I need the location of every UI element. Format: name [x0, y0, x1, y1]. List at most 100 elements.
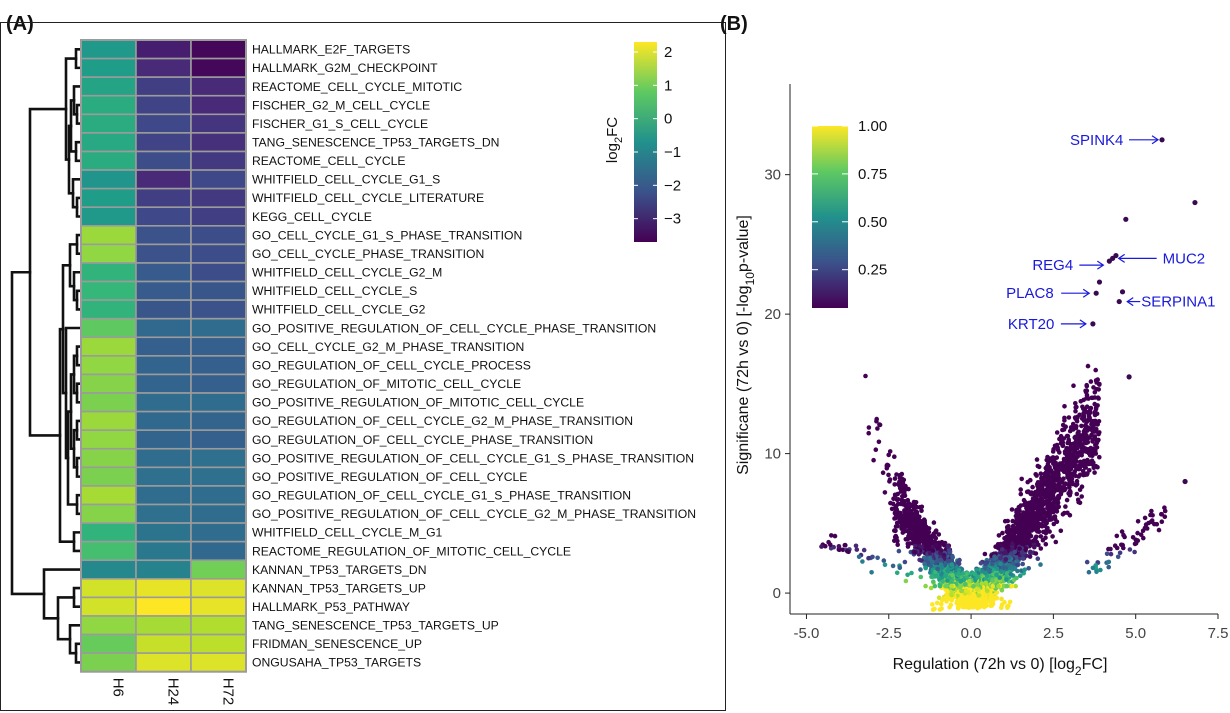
gene-point	[1106, 564, 1111, 570]
gene-point	[1026, 489, 1031, 494]
gene-point	[990, 578, 995, 583]
gene-point	[919, 530, 924, 535]
heatmap-cell	[135, 485, 192, 506]
gene-point	[1135, 530, 1140, 536]
gene-point	[1095, 422, 1100, 427]
heatmap-cell	[80, 206, 137, 227]
gene-point	[912, 550, 918, 555]
gene-point	[919, 504, 925, 510]
heatmap-cell	[80, 559, 137, 580]
gene-point	[1069, 472, 1075, 478]
volcano-annotations: SPINK4 MUC2 REG4 PLAC8 SERPINA1 KRT20	[1006, 132, 1215, 333]
heatmap-cell	[80, 280, 137, 301]
gene-point	[933, 542, 939, 548]
row-label: TANG_SENESCENCE_TP53_TARGETS_UP	[252, 619, 499, 633]
gene-point	[947, 604, 952, 610]
gene-point	[892, 476, 898, 481]
gene-point	[1159, 512, 1164, 517]
heatmap-cell	[190, 76, 247, 97]
gene-point	[895, 538, 900, 544]
heatmap-cell	[190, 485, 247, 506]
gene-point	[1006, 562, 1012, 568]
heatmap-cell	[190, 596, 247, 617]
gene-point	[1075, 415, 1080, 420]
y-tick-label: 30	[764, 167, 781, 184]
gene-point	[956, 561, 962, 567]
gene-point	[1017, 514, 1023, 519]
gene-point	[1106, 559, 1112, 565]
gene-point	[1017, 546, 1022, 551]
heatmap-cell	[190, 94, 247, 116]
gene-point	[905, 544, 911, 549]
ylabel-main: Significane (72h vs 0) [-log	[735, 285, 752, 474]
gene-point	[892, 510, 898, 516]
gene-point	[1018, 503, 1024, 508]
highlight-point	[1116, 298, 1122, 305]
gene-point	[1081, 458, 1087, 464]
gene-point	[1043, 519, 1048, 525]
dendrogram-branch	[66, 410, 79, 506]
gene-point	[890, 563, 896, 569]
gene-point	[996, 533, 1002, 538]
gene-point	[948, 558, 953, 564]
volcano-colorbar-tick-label: 0.50	[858, 214, 887, 231]
row-label: FISCHER_G1_S_CELL_CYCLE	[252, 117, 428, 131]
volcano-colorbar-tick-label: 1.00	[858, 118, 887, 135]
volcano-ticks: -5.0 -2.5 0.0 2.5 5.0 7.5 0 10 20 30	[764, 167, 1228, 642]
gene-point	[1068, 478, 1073, 484]
gene-point	[1054, 519, 1060, 525]
gene-point	[1025, 536, 1031, 542]
gene-point	[832, 533, 838, 539]
gene-point	[999, 588, 1005, 593]
gene-point	[990, 583, 995, 589]
gene-point	[938, 572, 944, 577]
gene-point	[1133, 541, 1139, 546]
heatmap-cell	[135, 169, 192, 190]
gene-point	[880, 470, 886, 476]
gene-point	[1016, 520, 1022, 525]
gene-point	[871, 457, 876, 463]
highlight-point	[1119, 289, 1126, 295]
gene-label: REG4	[1032, 257, 1073, 274]
heatmap-cell	[135, 559, 192, 580]
gene-point	[959, 588, 964, 594]
gene-point	[930, 559, 935, 565]
gene-point	[1032, 544, 1037, 550]
gene-point	[1093, 406, 1099, 412]
gene-point	[949, 583, 954, 589]
heatmap-cell	[135, 355, 192, 376]
gene-point	[1091, 462, 1096, 468]
gene-point	[935, 566, 940, 572]
gene-point	[930, 548, 936, 553]
volcano-colorbar-tick-label: 0.75	[858, 166, 887, 183]
gene-point	[1074, 404, 1079, 410]
gene-point	[1017, 526, 1022, 531]
gene-point	[1015, 568, 1020, 574]
gene-point	[898, 510, 903, 516]
y-tick-label: 20	[764, 306, 781, 323]
gene-point	[904, 521, 910, 527]
gene-point	[1009, 583, 1015, 589]
gene-point	[949, 592, 954, 598]
row-label: GO_REGULATION_OF_CELL_CYCLE_G2_M_PHASE_T…	[252, 414, 633, 428]
gene-point	[1071, 459, 1077, 465]
gene-point	[936, 595, 942, 600]
gene-point	[1032, 493, 1038, 499]
gene-point	[1066, 460, 1072, 466]
gene-point	[1156, 527, 1162, 533]
gene-point	[1050, 480, 1056, 486]
gene-point	[1035, 556, 1041, 561]
dendrogram	[10, 47, 83, 664]
x-tick-label: 5.0	[1125, 625, 1146, 642]
heatmap-cell	[80, 355, 137, 376]
panel-b-label: (B)	[720, 13, 748, 35]
x-tick-label: -2.5	[876, 625, 902, 642]
gene-point	[870, 554, 875, 560]
gene-point	[1063, 451, 1069, 456]
gene-point	[1089, 432, 1094, 438]
row-label: KEGG_CELL_CYCLE	[252, 210, 372, 224]
gene-arrow-head	[1097, 260, 1105, 270]
gene-point	[1000, 530, 1005, 536]
gene-point	[1084, 559, 1090, 565]
gene-point	[966, 605, 972, 610]
